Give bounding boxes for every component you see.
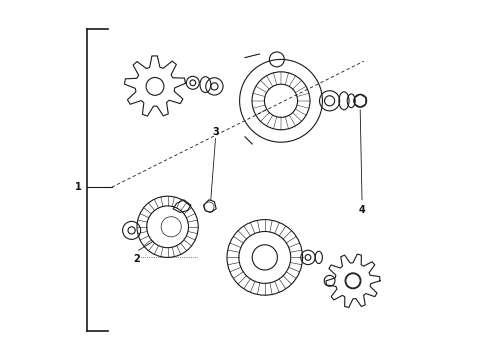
Text: 3: 3 [213, 127, 220, 137]
Text: 1: 1 [74, 182, 81, 192]
Text: 4: 4 [359, 205, 366, 215]
Text: 2: 2 [134, 254, 140, 264]
